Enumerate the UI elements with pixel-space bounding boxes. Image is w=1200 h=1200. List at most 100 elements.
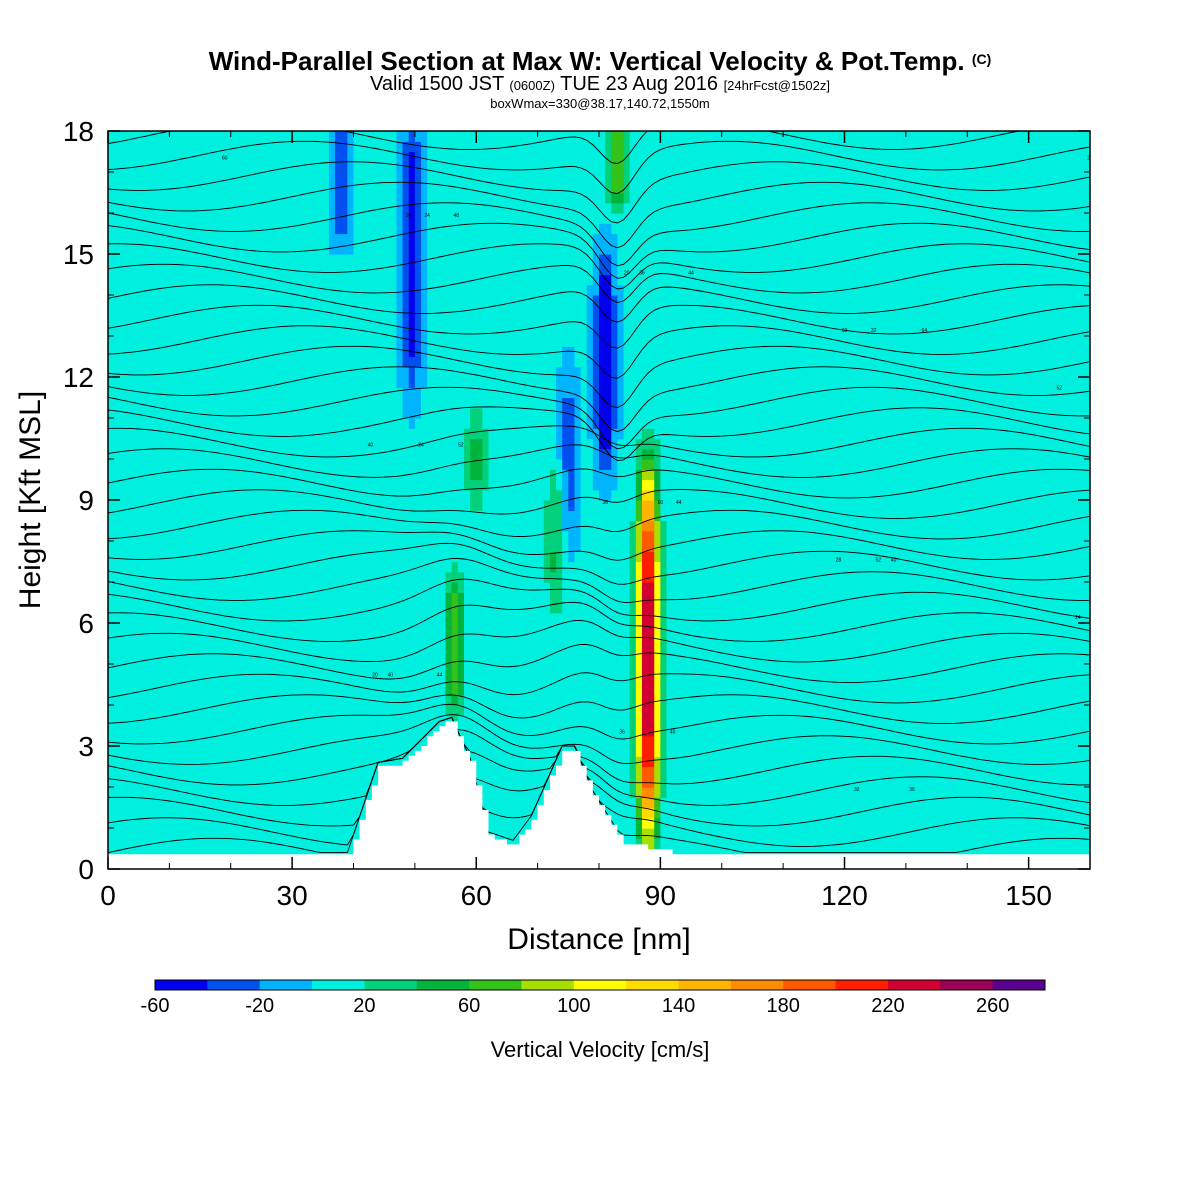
velocity-cell	[365, 346, 373, 358]
velocity-cell	[445, 315, 453, 327]
velocity-cell	[132, 653, 140, 665]
velocity-cell	[519, 223, 526, 235]
velocity-cell	[519, 428, 526, 440]
velocity-cell	[132, 705, 140, 716]
velocity-cell	[169, 448, 177, 460]
velocity-cell	[249, 520, 256, 532]
velocity-cell	[365, 684, 373, 696]
velocity-cell	[292, 448, 299, 460]
velocity-cell	[120, 510, 128, 522]
velocity-cell	[132, 325, 140, 337]
velocity-cell	[255, 131, 263, 142]
velocity-cell	[451, 397, 459, 409]
velocity-cell	[482, 469, 490, 481]
velocity-cell	[267, 346, 275, 358]
velocity-cell	[169, 161, 177, 173]
velocity-cell	[519, 612, 526, 624]
velocity-cell	[427, 172, 434, 183]
velocity-cell	[322, 653, 330, 665]
velocity-cell	[132, 592, 140, 604]
velocity-cell	[328, 643, 336, 655]
velocity-cell	[255, 377, 263, 388]
velocity-cell	[169, 182, 177, 194]
velocity-cell	[224, 182, 232, 194]
velocity-cell	[298, 459, 305, 470]
velocity-cell	[255, 715, 263, 727]
velocity-cell	[402, 479, 410, 491]
velocity-cell	[476, 705, 483, 716]
velocity-cell	[193, 725, 201, 737]
velocity-cell	[433, 428, 441, 440]
velocity-cell	[279, 295, 287, 306]
velocity-cell	[457, 356, 465, 368]
velocity-cell	[408, 530, 416, 542]
velocity-cell	[506, 715, 514, 727]
velocity-cell	[310, 582, 318, 593]
velocity-cell	[316, 510, 324, 522]
velocity-cell	[402, 182, 410, 194]
velocity-cell	[255, 336, 263, 347]
velocity-cell	[108, 325, 115, 337]
velocity-cell	[255, 612, 263, 624]
velocity-cell	[193, 715, 201, 727]
velocity-cell	[384, 705, 391, 716]
velocity-cell	[126, 428, 134, 440]
velocity-cell	[408, 705, 416, 716]
velocity-cell	[328, 756, 336, 768]
velocity-cell	[328, 848, 336, 860]
velocity-cell	[200, 500, 207, 511]
velocity-cell	[175, 623, 183, 634]
velocity-cell	[267, 643, 275, 655]
velocity-cell	[396, 510, 404, 522]
velocity-cell	[304, 418, 312, 429]
velocity-cell	[445, 459, 453, 470]
velocity-cell	[298, 612, 305, 624]
velocity-cell	[316, 715, 324, 727]
velocity-cell	[126, 469, 134, 481]
velocity-cell	[414, 633, 422, 645]
velocity-cell	[396, 746, 404, 757]
velocity-cell	[396, 315, 404, 327]
velocity-cell	[249, 284, 256, 296]
velocity-cell	[249, 213, 256, 224]
velocity-cell	[285, 274, 293, 286]
velocity-cell	[353, 305, 361, 317]
velocity-cell	[488, 438, 496, 450]
velocity-cell	[506, 510, 514, 522]
velocity-cell	[451, 366, 459, 378]
velocity-cell	[506, 264, 514, 276]
velocity-cell	[427, 161, 434, 173]
velocity-cell	[138, 223, 146, 235]
velocity-cell	[335, 530, 342, 542]
velocity-cell	[341, 233, 348, 245]
velocity-cell	[218, 161, 226, 173]
velocity-cell	[163, 459, 170, 470]
velocity-cell	[488, 254, 496, 265]
velocity-cell	[378, 705, 385, 716]
velocity-cell	[285, 787, 293, 798]
velocity-cell	[249, 448, 256, 460]
velocity-cell	[335, 151, 342, 163]
velocity-cell	[500, 284, 508, 296]
velocity-cell	[206, 254, 213, 265]
velocity-cell	[506, 254, 514, 265]
velocity-cell	[169, 264, 177, 276]
velocity-cell	[243, 202, 250, 214]
velocity-cell	[279, 161, 287, 173]
velocity-cell	[163, 346, 170, 358]
velocity-cell	[513, 674, 520, 686]
velocity-cell	[108, 694, 115, 706]
velocity-cell	[365, 182, 373, 194]
velocity-cell	[513, 325, 520, 337]
velocity-cell	[421, 561, 428, 573]
velocity-cell	[482, 305, 490, 317]
velocity-cell	[451, 479, 459, 491]
velocity-cell	[267, 377, 275, 388]
velocity-cell	[255, 243, 263, 255]
velocity-cell	[150, 694, 158, 706]
velocity-cell	[120, 254, 128, 265]
velocity-cell	[200, 346, 207, 358]
velocity-cell	[445, 325, 453, 337]
velocity-cell	[347, 551, 355, 563]
velocity-cell	[243, 387, 250, 399]
